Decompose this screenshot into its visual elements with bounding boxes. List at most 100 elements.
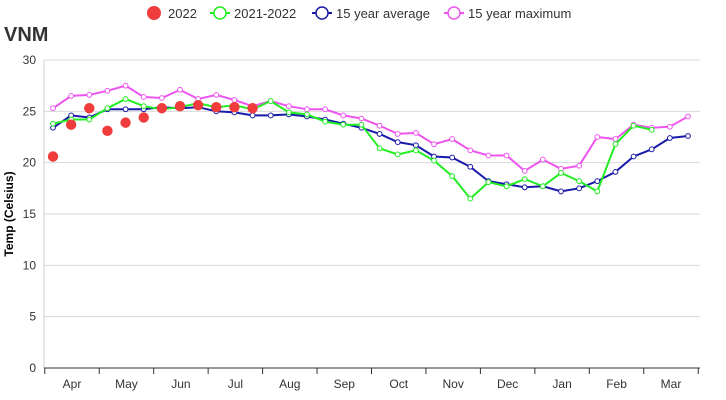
data-point bbox=[358, 115, 365, 122]
data-point bbox=[249, 112, 256, 119]
data-point bbox=[267, 98, 274, 104]
data-point bbox=[104, 105, 111, 112]
data-point-2022 bbox=[174, 101, 186, 112]
data-point bbox=[322, 118, 329, 125]
x-tick-label: Apr bbox=[63, 377, 82, 391]
data-point bbox=[594, 188, 601, 195]
x-tick-label: Jul bbox=[228, 377, 243, 391]
data-point bbox=[104, 87, 111, 94]
data-point bbox=[50, 120, 56, 127]
data-point bbox=[648, 146, 655, 153]
data-point bbox=[485, 152, 492, 159]
data-point bbox=[304, 106, 310, 113]
data-point bbox=[394, 131, 401, 137]
data-point bbox=[140, 94, 147, 100]
data-point bbox=[449, 136, 456, 142]
data-point bbox=[322, 106, 329, 113]
y-axis-label: Temp (Celsius) bbox=[2, 171, 16, 256]
series-15-year-maximum bbox=[50, 82, 691, 174]
data-point bbox=[213, 92, 220, 98]
x-tick-label: Nov bbox=[443, 377, 464, 391]
data-point bbox=[558, 188, 564, 195]
data-point bbox=[86, 92, 93, 98]
series-2021-2022 bbox=[50, 96, 655, 202]
plot-area bbox=[47, 82, 691, 202]
legend-label: 2022 bbox=[168, 6, 197, 21]
data-point bbox=[412, 147, 419, 154]
data-point bbox=[50, 105, 56, 112]
data-point bbox=[521, 184, 528, 191]
data-point bbox=[612, 169, 619, 175]
data-point-2022 bbox=[84, 103, 95, 114]
data-point bbox=[685, 113, 691, 120]
data-point bbox=[412, 142, 419, 149]
data-point bbox=[467, 163, 474, 170]
data-point bbox=[594, 134, 601, 140]
y-axis: 0 5 10 15 20 25 30 bbox=[23, 53, 45, 375]
x-tick-label: Sep bbox=[334, 377, 356, 391]
data-point-2022 bbox=[47, 151, 59, 162]
data-point bbox=[267, 112, 274, 119]
x-tick-label: Aug bbox=[279, 377, 300, 391]
chart-legend: 2022 2021-2022 15 year average 15 year maxi… bbox=[147, 6, 571, 21]
legend-marker bbox=[213, 6, 227, 20]
series-line bbox=[52, 84, 689, 173]
x-axis: Apr May Jun Jul Aug Sep Oct Nov Dec Jan Feb Mar bbox=[44, 367, 700, 391]
legend-item: 15 year average bbox=[312, 6, 430, 21]
series-2022 bbox=[47, 99, 258, 162]
data-point bbox=[521, 167, 528, 174]
data-point-2022 bbox=[247, 103, 258, 114]
y-tick-label: 25 bbox=[23, 104, 37, 118]
data-point bbox=[358, 121, 365, 128]
data-point bbox=[340, 112, 347, 119]
data-point-2022 bbox=[192, 99, 204, 111]
data-point-2022 bbox=[102, 125, 113, 137]
data-point bbox=[122, 106, 129, 113]
data-point bbox=[231, 97, 238, 103]
data-point bbox=[576, 185, 583, 192]
data-point-2022 bbox=[229, 102, 240, 113]
data-point-2022 bbox=[138, 112, 149, 123]
data-point bbox=[140, 103, 147, 110]
data-point bbox=[158, 95, 165, 101]
data-point bbox=[594, 178, 601, 185]
data-point bbox=[431, 141, 437, 148]
data-point bbox=[412, 129, 419, 136]
x-tick-label: May bbox=[115, 377, 138, 391]
x-tick-label: Jan bbox=[552, 377, 571, 391]
data-point bbox=[467, 195, 474, 202]
chart-title: VNM bbox=[4, 24, 48, 46]
data-point bbox=[558, 170, 564, 176]
data-point bbox=[86, 116, 93, 123]
data-point bbox=[285, 109, 292, 116]
data-point bbox=[648, 126, 655, 133]
x-tick-label: Dec bbox=[497, 377, 518, 391]
data-point bbox=[122, 96, 129, 102]
legend-marker bbox=[147, 6, 161, 20]
data-point bbox=[68, 93, 75, 99]
data-point bbox=[539, 156, 546, 163]
data-point bbox=[340, 121, 347, 128]
data-point-2022 bbox=[120, 117, 131, 128]
data-point bbox=[630, 122, 637, 129]
y-tick-label: 15 bbox=[23, 207, 37, 221]
data-point bbox=[666, 135, 673, 141]
data-point bbox=[503, 183, 510, 190]
x-tick-label: Jun bbox=[171, 377, 190, 391]
x-tick-label: Oct bbox=[389, 377, 408, 391]
data-point bbox=[449, 173, 456, 179]
legend-label: 2021-2022 bbox=[234, 6, 296, 21]
data-point bbox=[685, 133, 691, 139]
x-tick-label: Mar bbox=[661, 377, 682, 391]
x-tick-label: Feb bbox=[606, 377, 627, 391]
data-point bbox=[503, 152, 510, 159]
data-point bbox=[376, 145, 383, 152]
y-tick-label: 10 bbox=[23, 258, 37, 272]
data-point bbox=[666, 123, 673, 130]
data-point bbox=[576, 162, 583, 169]
data-point bbox=[177, 86, 183, 93]
legend-item: 2021-2022 bbox=[210, 6, 296, 21]
data-point bbox=[467, 147, 474, 154]
data-point bbox=[612, 141, 619, 148]
y-tick-label: 0 bbox=[29, 361, 36, 375]
